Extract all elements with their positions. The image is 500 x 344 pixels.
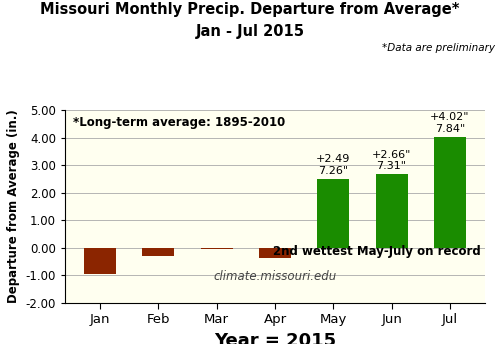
- Bar: [376, 174, 408, 248]
- Text: +2.49: +2.49: [316, 154, 350, 164]
- Text: climate.missouri.edu: climate.missouri.edu: [214, 270, 336, 283]
- Bar: [200, 248, 232, 249]
- Text: 7.26": 7.26": [318, 166, 348, 176]
- Text: +2.66": +2.66": [372, 150, 412, 160]
- Bar: [142, 248, 174, 256]
- Bar: [259, 248, 291, 258]
- Bar: [434, 137, 466, 248]
- Text: *Long-term average: 1895-2010: *Long-term average: 1895-2010: [74, 116, 286, 129]
- Text: 7.31": 7.31": [376, 161, 406, 171]
- Text: 7.84": 7.84": [435, 124, 465, 134]
- Bar: [318, 179, 350, 248]
- Text: Jan - Jul 2015: Jan - Jul 2015: [196, 24, 304, 39]
- Text: 2nd wettest May-July on record: 2nd wettest May-July on record: [273, 245, 481, 258]
- Text: Missouri Monthly Precip. Departure from Average*: Missouri Monthly Precip. Departure from …: [40, 2, 460, 17]
- X-axis label: Year = 2015: Year = 2015: [214, 332, 336, 344]
- Bar: [84, 248, 116, 275]
- Text: *Data are preliminary: *Data are preliminary: [382, 43, 495, 53]
- Y-axis label: Departure from Average (in.): Departure from Average (in.): [7, 109, 20, 303]
- Text: +4.02": +4.02": [430, 112, 470, 122]
